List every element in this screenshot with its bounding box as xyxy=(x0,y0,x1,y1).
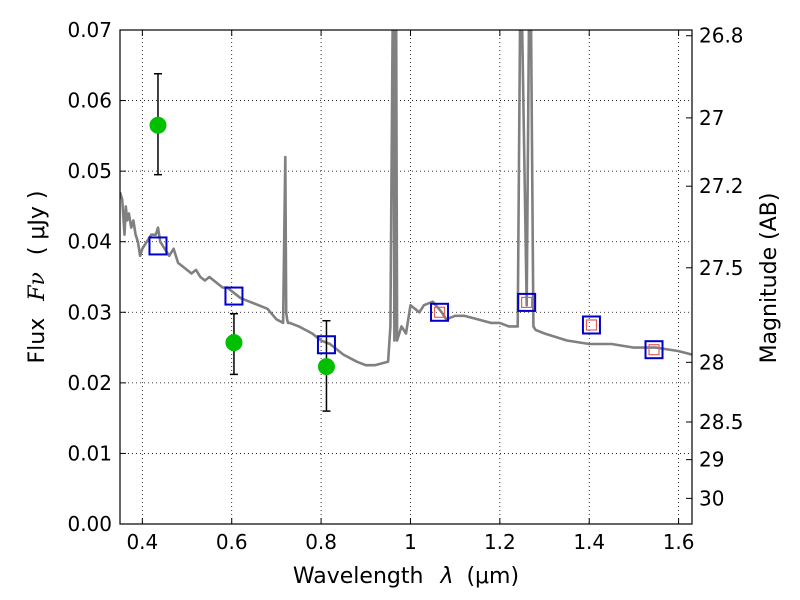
model-photometry-square xyxy=(644,340,664,360)
x-axis-label-text: Wavelength xyxy=(293,564,424,589)
model-photometry-inner-square xyxy=(433,306,446,318)
magnitude-tick-label: 28 xyxy=(699,350,724,374)
x-axis-label-symbol: λ xyxy=(439,564,453,589)
model-photometry-inner-square xyxy=(648,344,660,356)
x-tick-label: 1 xyxy=(404,530,417,554)
observed-data-point xyxy=(149,116,167,134)
y-axis-label-text: Flux xyxy=(25,318,50,364)
y-tick-label: 0.07 xyxy=(67,18,112,42)
magnitude-tick-label: 27.2 xyxy=(699,174,744,198)
y-tick-label: 0.02 xyxy=(67,371,112,395)
x-tick-label: 0.4 xyxy=(126,530,158,554)
magnitude-tick-label: 29 xyxy=(699,448,724,472)
magnitude-tick-label: 27 xyxy=(699,106,724,130)
y-tick-label: 0.03 xyxy=(67,300,112,324)
x-axis-label-unit: (μm) xyxy=(466,564,519,589)
model-sed-line xyxy=(120,30,692,367)
model-photometry-square xyxy=(224,286,244,306)
x-tick-label: 1.6 xyxy=(663,530,695,554)
plot-frame xyxy=(119,29,693,525)
magnitude-tick-label: 28.5 xyxy=(699,410,744,434)
magnitude-tick-label: 27.5 xyxy=(699,256,744,280)
series-layer xyxy=(120,30,692,412)
x-tick-label: 1.4 xyxy=(573,530,605,554)
x-tick-label: 0.6 xyxy=(216,530,248,554)
model-photometry-inner-square xyxy=(521,296,533,309)
magnitude-axis-label: Magnitude (AB) xyxy=(757,193,782,364)
axis-ticks: 0.4 0.6 0.8 1 1.2 1.4 1.6 0.00 0.01 0.02 0.03 0.04 0… xyxy=(67,18,743,554)
y-tick-label: 0.05 xyxy=(67,159,112,183)
model-photometry-square xyxy=(517,292,537,312)
model-photometry-square xyxy=(148,236,168,256)
y-tick-label: 0.01 xyxy=(67,441,112,465)
x-axis-label: Wavelength λ (μm) xyxy=(293,564,519,589)
grid-lines xyxy=(120,30,692,524)
x-tick-label: 0.8 xyxy=(305,530,337,554)
model-photometry-square xyxy=(430,302,450,322)
y-tick-label: 0.04 xyxy=(67,230,112,254)
magnitude-tick-label: 26.8 xyxy=(699,24,744,48)
model-photometry-inner-square xyxy=(585,319,598,331)
observed-data-point xyxy=(317,358,335,376)
x-tick-label: 1.2 xyxy=(484,530,516,554)
y-tick-label: 0.00 xyxy=(67,512,112,536)
y-axis-label: Flux Fν ( μJy ) xyxy=(25,190,50,363)
y-axis-label-unit: ( μJy ) xyxy=(25,190,50,255)
y-tick-label: 0.06 xyxy=(67,89,112,113)
model-photometry-square xyxy=(581,315,601,335)
model-photometry-square xyxy=(316,335,336,355)
y-axis-label-symbol: Fν xyxy=(25,272,50,302)
magnitude-tick-label: 30 xyxy=(699,486,724,510)
observed-data-point xyxy=(225,334,243,352)
